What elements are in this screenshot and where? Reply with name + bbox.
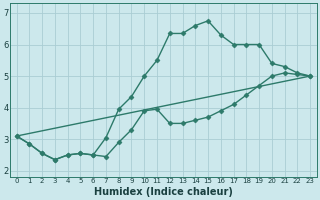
X-axis label: Humidex (Indice chaleur): Humidex (Indice chaleur) — [94, 187, 233, 197]
